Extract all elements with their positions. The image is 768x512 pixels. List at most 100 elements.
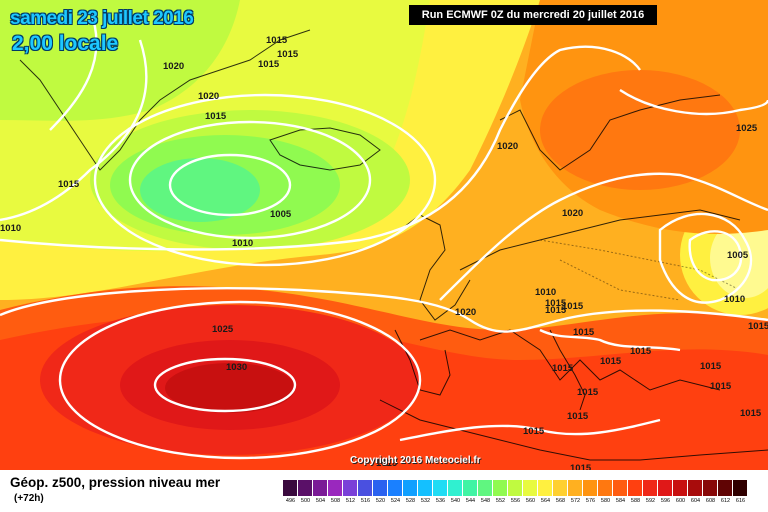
med-north-coast <box>419 329 721 391</box>
isobar-label: 1015 <box>266 35 288 46</box>
color-scale-swatch <box>718 480 733 496</box>
isobar-label: 1020 <box>455 307 476 318</box>
color-scale-swatch <box>358 480 373 496</box>
color-scale-value: 500 <box>300 498 311 504</box>
isobar-label: 1025 <box>736 123 758 134</box>
isobar-label: 1015 <box>710 381 732 392</box>
isobar-label: 1015 <box>562 301 584 312</box>
isobar-label: 1015 <box>205 111 227 122</box>
isobar-1005-atlantic <box>168 153 292 217</box>
color-scale-value: 564 <box>540 498 551 504</box>
color-scale-swatch <box>373 480 388 496</box>
color-scale-value: 504 <box>315 498 326 504</box>
isobar-label: 1015 <box>58 179 80 190</box>
iberia-coast <box>394 329 451 396</box>
color-scale-swatch <box>598 480 613 496</box>
isobar-label: 1005 <box>270 209 292 220</box>
color-scale-value: 560 <box>525 498 536 504</box>
color-scale-value: 616 <box>735 498 746 504</box>
isobar-1015-atlantic <box>93 93 437 267</box>
isobar-label: 1020 <box>497 141 518 152</box>
isobar-label: 1015 <box>545 305 567 316</box>
color-scale-swatch <box>613 480 628 496</box>
color-scale-swatch <box>508 480 523 496</box>
color-scale-swatch <box>448 480 463 496</box>
field-zone-darkorange-ne <box>540 70 740 190</box>
isobar-label: 1015 <box>630 346 652 357</box>
color-scale-value: 588 <box>630 498 641 504</box>
color-scale-swatch <box>568 480 583 496</box>
color-scale-value: 544 <box>465 498 476 504</box>
isobar-label: 1015 <box>748 321 768 332</box>
color-scale-swatch <box>343 480 358 496</box>
isobar-label: 1015 <box>258 59 280 70</box>
color-scale-value: 612 <box>720 498 731 504</box>
color-scale-swatch <box>313 480 328 496</box>
color-scale-swatch <box>688 480 703 496</box>
color-scale-swatch <box>733 480 748 496</box>
forecast-map: 1020 1015 1015 1015 1020 1015 1015 1010 1005 1020… <box>0 0 768 470</box>
color-scale-swatch <box>403 480 418 496</box>
color-scale-value: 536 <box>435 498 446 504</box>
isobar-label: 1015 <box>277 49 299 60</box>
color-scale-value: 576 <box>585 498 596 504</box>
color-scale-value: 524 <box>390 498 401 504</box>
isobars <box>0 9 768 460</box>
color-scale-swatch <box>538 480 553 496</box>
isobar-1020-south <box>0 287 768 333</box>
italy-coast <box>549 329 586 411</box>
local-time: 2,00 locale <box>12 32 119 55</box>
forecast-offset: (+72h) <box>14 493 44 504</box>
color-scale-value: 572 <box>570 498 581 504</box>
color-scale-value: 592 <box>645 498 656 504</box>
isobar-label: 1015 <box>577 387 599 398</box>
color-scale-value: 508 <box>330 498 341 504</box>
color-scale-swatch <box>463 480 478 496</box>
isobar-label: 1015 <box>570 463 592 470</box>
isobar-label: 1005 <box>727 250 749 261</box>
country-borders <box>539 239 741 301</box>
color-scale-bar <box>283 480 748 496</box>
isobar-1020-mid <box>0 45 641 251</box>
color-scale-swatch <box>298 480 313 496</box>
forecast-date: samedi 23 juillet 2016 <box>10 8 194 29</box>
color-scale-swatch <box>658 480 673 496</box>
color-scale-value: 520 <box>375 498 386 504</box>
color-scale-value: 532 <box>420 498 431 504</box>
scandinavia-coast <box>499 94 721 171</box>
isobar-1030 <box>153 357 297 413</box>
color-scale-swatch <box>523 480 538 496</box>
isobar-label: 1020 <box>198 91 219 102</box>
color-scale-swatch <box>583 480 598 496</box>
legend-title: Géop. z500, pression niveau mer <box>10 475 221 490</box>
color-scale-swatch <box>643 480 658 496</box>
isobar-1015-med <box>539 328 681 352</box>
color-scale-value: 548 <box>480 498 491 504</box>
field-zone-darkred <box>165 363 295 413</box>
color-scale-swatch <box>478 480 493 496</box>
color-scale-value: 608 <box>705 498 716 504</box>
isobar-label: 1020 <box>562 208 583 219</box>
isobar-label: 1010 <box>535 287 556 298</box>
color-scale-value: 512 <box>345 498 356 504</box>
field-zone-greenyellow-nw <box>0 0 240 121</box>
africa-coast <box>379 399 768 461</box>
color-scale-value: 568 <box>555 498 566 504</box>
isobar-1015-africa <box>399 418 661 442</box>
field-zone-lightgreen <box>140 158 260 222</box>
isobar-1010-east <box>658 212 753 304</box>
color-scale-swatch <box>703 480 718 496</box>
color-scale-value: 584 <box>615 498 626 504</box>
copyright-notice: Copyright 2016 Meteociel.fr <box>350 455 481 466</box>
coastlines <box>19 29 768 461</box>
isobar-label: 1015 <box>545 298 567 309</box>
isobar-label: 1015 <box>523 426 545 437</box>
run-info-banner: Run ECMWF 0Z du mercredi 20 juillet 2016 <box>409 5 657 25</box>
isobar-label: 1025 <box>212 324 234 335</box>
color-scale-swatch <box>433 480 448 496</box>
isobar-1020-nw <box>49 9 98 131</box>
color-scale-swatch <box>628 480 643 496</box>
color-scale-value: 528 <box>405 498 416 504</box>
isobar-labels: 1020101510151015102010151015101010051020… <box>0 35 768 470</box>
color-scale-value: 604 <box>690 498 701 504</box>
